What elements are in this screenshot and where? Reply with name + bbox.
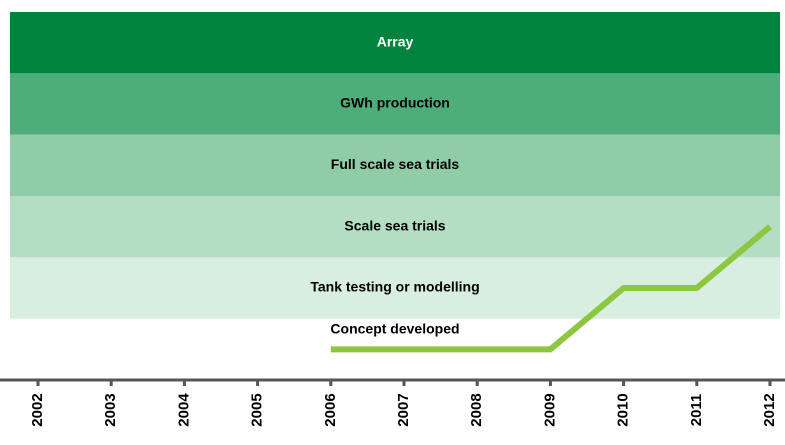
x-tick-label: 2008 xyxy=(468,393,485,426)
x-tick-label: 2006 xyxy=(322,393,339,426)
x-tick-label: 2003 xyxy=(102,393,119,426)
stage-label: Tank testing or modelling xyxy=(310,279,479,295)
stage-band xyxy=(10,73,780,135)
stage-label: GWh production xyxy=(340,95,450,111)
stage-label: Full scale sea trials xyxy=(331,156,460,172)
x-tick-label: 2002 xyxy=(29,393,46,426)
x-tick-label: 2012 xyxy=(761,393,778,426)
stage-label: Concept developed xyxy=(330,320,459,336)
stage-label: Array xyxy=(377,33,414,49)
x-tick-label: 2010 xyxy=(615,393,632,426)
x-tick-label: 2007 xyxy=(395,393,412,426)
stage-band xyxy=(10,196,780,258)
x-tick-label: 2009 xyxy=(541,393,558,426)
stage-label: Scale sea trials xyxy=(344,217,445,233)
x-tick-label: 2004 xyxy=(175,393,192,427)
x-tick-label: 2011 xyxy=(688,394,705,427)
stage-band xyxy=(10,12,780,74)
stage-line xyxy=(330,224,772,353)
x-tick-label: 2005 xyxy=(249,393,266,426)
stage-band xyxy=(10,134,780,196)
